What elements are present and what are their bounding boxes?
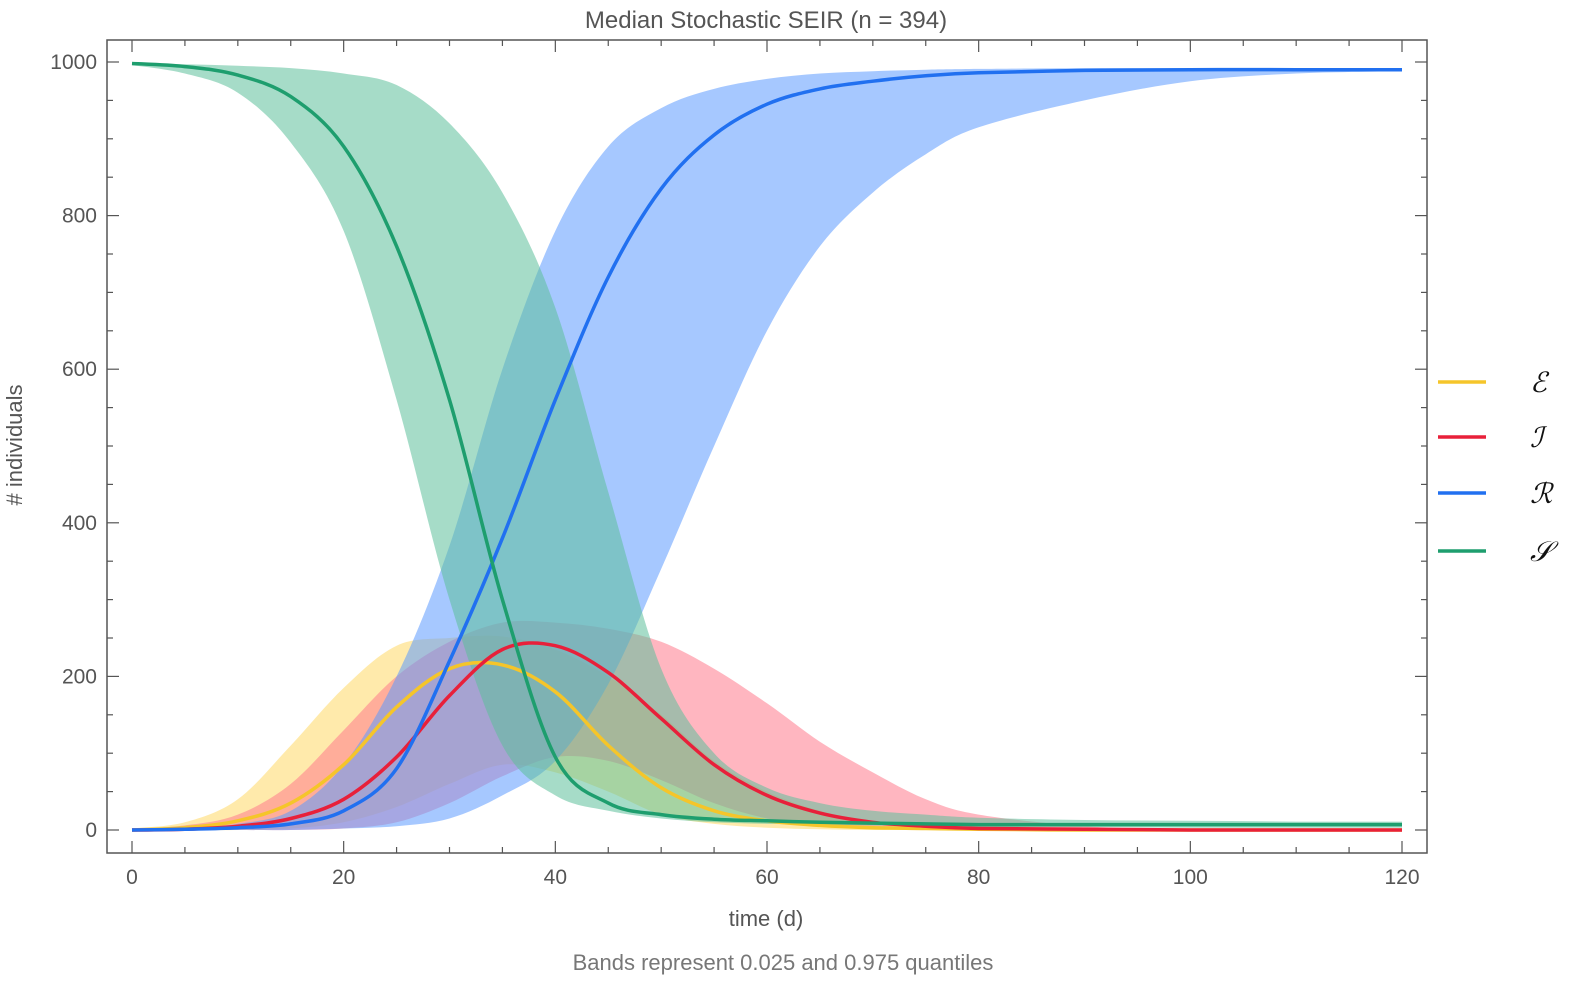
x-tick-label: 100 <box>1173 866 1208 889</box>
y-tick-label: 1000 <box>50 51 97 74</box>
y-tick-label: 400 <box>62 512 97 535</box>
quantile-bands <box>132 63 1402 831</box>
axis-ticks: 0 20 40 60 80 100 120 0 200 400 600 800 1000 <box>50 40 1427 889</box>
chart-caption: Bands represent 0.025 and 0.975 quantile… <box>573 950 994 975</box>
median-line-1 <box>131 641 1402 832</box>
legend-label: ℛ <box>1530 477 1554 510</box>
x-tick-label: 120 <box>1384 866 1419 889</box>
y-axis-label: # individuals <box>2 384 27 505</box>
x-tick-label: 80 <box>967 866 990 889</box>
x-tick-label: 0 <box>126 866 138 889</box>
y-tick-label: 0 <box>85 819 97 842</box>
y-tick-label: 800 <box>62 205 97 228</box>
legend-label: ℐ <box>1530 421 1548 454</box>
x-tick-label: 20 <box>332 866 355 889</box>
chart-title: Median Stochastic SEIR (n = 394) <box>585 7 947 34</box>
x-tick-label: 40 <box>544 866 567 889</box>
median-line-3 <box>131 61 1402 827</box>
x-axis-label: time (d) <box>729 906 804 931</box>
x-tick-label: 60 <box>755 866 778 889</box>
legend-label: 𝒮 <box>1530 535 1559 568</box>
median-lines <box>131 61 1402 832</box>
y-tick-label: 600 <box>62 358 97 381</box>
y-tick-label: 200 <box>62 665 97 688</box>
quantile-band-3 <box>132 63 1402 828</box>
quantile-band-2 <box>132 68 1402 831</box>
legend-label: ℰ <box>1530 366 1550 399</box>
median-line-2 <box>131 67 1402 832</box>
